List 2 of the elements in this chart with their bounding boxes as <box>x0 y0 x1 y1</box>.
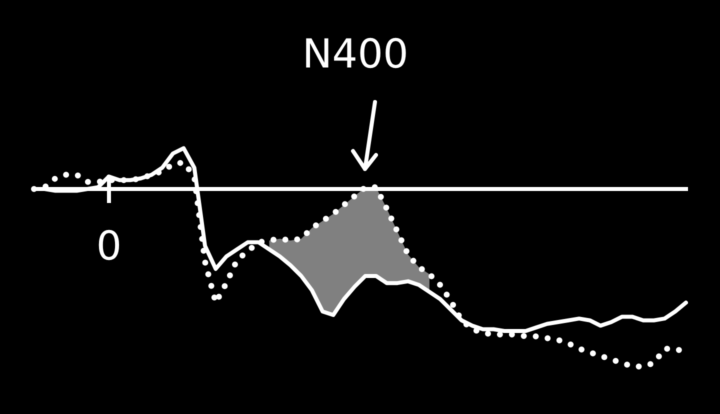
text: N400 <box>302 32 408 78</box>
annotation: 0 <box>96 223 122 270</box>
